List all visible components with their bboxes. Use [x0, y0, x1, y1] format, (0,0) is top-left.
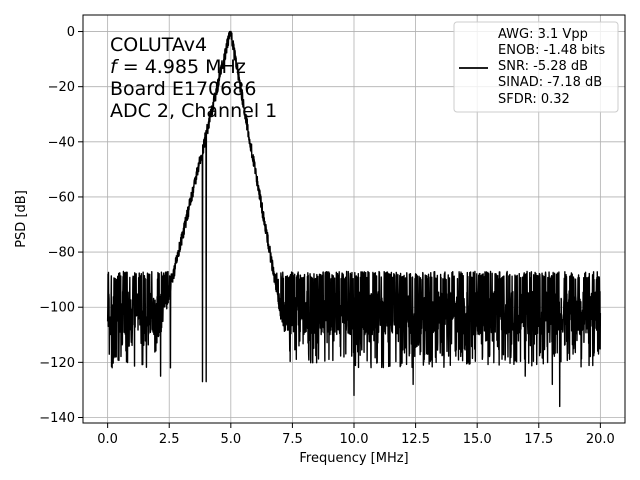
legend-line-5: SFDR: 0.32 [498, 92, 570, 107]
legend-line-1: AWG: 3.1 Vpp [498, 27, 588, 42]
x-tick-label: 10.0 [340, 432, 369, 447]
legend-line-2: ENOB: -1.48 bits [498, 43, 605, 58]
series-layer [106, 30, 602, 408]
legend-line-3: SNR: -5.28 dB [498, 59, 588, 74]
annotation-line-1: COLUTAv4 [110, 34, 207, 56]
series-line-psd [106, 30, 602, 408]
y-tick-label: −40 [48, 135, 75, 150]
x-tick-label: 17.5 [524, 432, 553, 447]
x-axis-label: Frequency [MHz] [299, 451, 408, 466]
annotation-line-2: f = 4.985 MHz [110, 56, 246, 78]
grid [83, 15, 625, 423]
y-tick-label: −120 [39, 356, 75, 371]
y-tick-label: −20 [48, 80, 75, 95]
y-axis-label: PSD [dB] [14, 190, 29, 248]
x-tick-label: 2.5 [159, 432, 180, 447]
y-tick-label: −140 [39, 411, 75, 426]
x-tick-label: 15.0 [463, 432, 492, 447]
annotation-block: COLUTAv4 f = 4.985 MHz Board E170686 ADC… [110, 34, 277, 122]
legend-box [453, 21, 619, 113]
x-tick-label: 20.0 [586, 432, 615, 447]
annotation-line-2-rest: = 4.985 MHz [117, 56, 246, 78]
y-tick-label: −80 [48, 246, 75, 261]
x-tick-label: 12.5 [401, 432, 430, 447]
y-tick-label: −60 [48, 190, 75, 205]
legend: AWG: 3.1 Vpp ENOB: -1.48 bits SNR: -5.28… [453, 21, 619, 113]
annotation-line-3: Board E170686 [110, 78, 256, 100]
annotation-line-4: ADC 2, Channel 1 [110, 100, 277, 122]
x-tick-label: 5.0 [220, 432, 241, 447]
y-tick-label: 0 [67, 25, 75, 40]
annotation-line-2-var: f [110, 56, 120, 78]
x-tick-label: 7.5 [282, 432, 303, 447]
x-tick-label: 0.0 [97, 432, 118, 447]
y-axis: 0 −20 −40 −60 −80 −100 −120 −140 [39, 25, 83, 426]
y-tick-label: −100 [39, 301, 75, 316]
legend-line-4: SINAD: -7.18 dB [498, 75, 602, 90]
x-axis: 0.0 2.5 5.0 7.5 10.0 12.5 15.0 17.5 20.0 [97, 423, 615, 447]
